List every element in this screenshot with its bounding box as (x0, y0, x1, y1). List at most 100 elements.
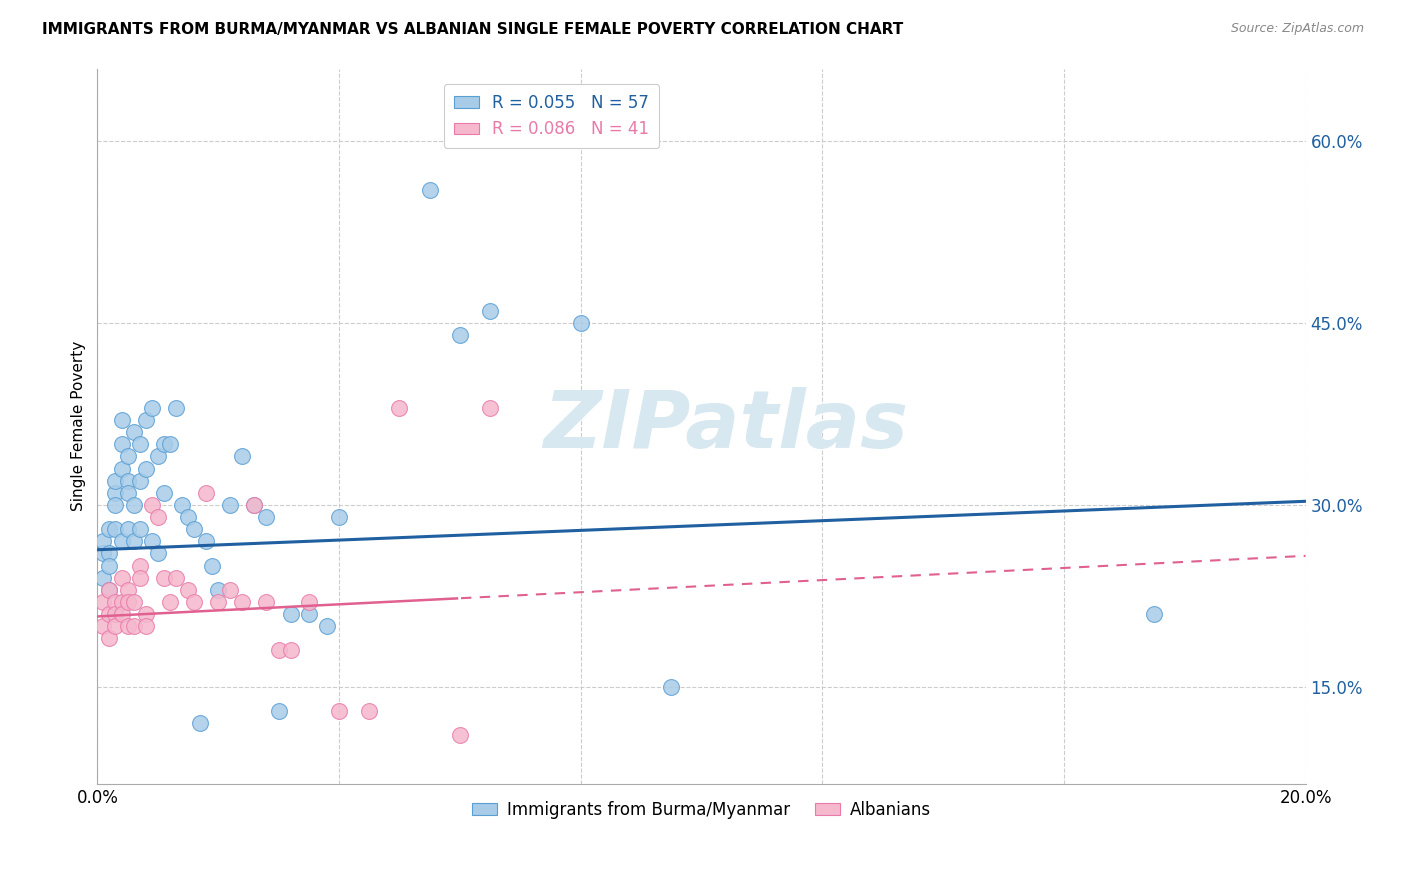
Point (165, 401, 187, 415)
Point (256, 510, 278, 524)
Point (449, 728, 471, 742)
Point (98, 632, 121, 646)
Legend: Immigrants from Burma/Myanmar, Albanians: Immigrants from Burma/Myanmar, Albanians (465, 794, 938, 825)
Point (128, 522, 150, 536)
Point (207, 595, 229, 609)
Point (298, 595, 321, 609)
Point (153, 571, 176, 585)
Text: ZIPatlas: ZIPatlas (543, 387, 908, 465)
Point (141, 401, 163, 415)
Point (280, 643, 302, 657)
Point (243, 498, 266, 512)
Point (359, 704, 381, 718)
Point (177, 582, 200, 597)
Point (110, 607, 132, 621)
Point (419, 183, 441, 197)
Point (135, 619, 157, 633)
Text: Source: ZipAtlas.com: Source: ZipAtlas.com (1230, 22, 1364, 36)
Point (98, 607, 121, 621)
Point (117, 582, 139, 597)
Point (104, 522, 127, 536)
Point (328, 704, 350, 718)
Point (122, 498, 145, 512)
Point (479, 304, 502, 318)
Point (110, 437, 132, 451)
Point (165, 571, 187, 585)
Point (298, 607, 321, 621)
Point (122, 595, 145, 609)
Point (146, 450, 169, 464)
Point (128, 571, 150, 585)
Point (231, 595, 253, 609)
Point (104, 619, 127, 633)
Y-axis label: Single Female Poverty: Single Female Poverty (72, 341, 86, 511)
Point (122, 534, 145, 549)
Point (146, 546, 169, 560)
Point (1143, 607, 1166, 621)
Point (110, 413, 132, 427)
Point (243, 498, 266, 512)
Point (117, 595, 139, 609)
Point (195, 485, 218, 500)
Point (183, 595, 205, 609)
Point (201, 558, 224, 573)
Point (183, 522, 205, 536)
Point (93, 534, 115, 549)
Point (135, 461, 157, 475)
Point (117, 522, 139, 536)
Point (98, 558, 121, 573)
Point (267, 643, 290, 657)
Point (128, 558, 150, 573)
Point (207, 582, 229, 597)
Point (316, 619, 339, 633)
Point (569, 316, 592, 330)
Point (128, 437, 150, 451)
Point (128, 474, 150, 488)
Point (280, 607, 302, 621)
Point (117, 485, 139, 500)
Point (231, 450, 253, 464)
Point (104, 498, 127, 512)
Point (93, 571, 115, 585)
Point (93, 595, 115, 609)
Point (98, 546, 121, 560)
Point (135, 413, 157, 427)
Point (104, 474, 127, 488)
Point (170, 498, 193, 512)
Point (328, 510, 350, 524)
Point (117, 619, 139, 633)
Point (141, 498, 163, 512)
Point (159, 595, 181, 609)
Point (110, 461, 132, 475)
Point (479, 401, 502, 415)
Point (98, 582, 121, 597)
Point (267, 704, 290, 718)
Point (122, 425, 145, 440)
Point (146, 510, 169, 524)
Point (104, 485, 127, 500)
Point (219, 582, 242, 597)
Point (104, 607, 127, 621)
Point (98, 522, 121, 536)
Point (93, 546, 115, 560)
Point (659, 680, 682, 694)
Point (388, 401, 411, 415)
Point (141, 534, 163, 549)
Point (153, 485, 176, 500)
Point (219, 498, 242, 512)
Point (93, 619, 115, 633)
Point (195, 534, 218, 549)
Point (177, 510, 200, 524)
Point (159, 437, 181, 451)
Point (256, 595, 278, 609)
Point (449, 328, 471, 343)
Point (135, 607, 157, 621)
Text: IMMIGRANTS FROM BURMA/MYANMAR VS ALBANIAN SINGLE FEMALE POVERTY CORRELATION CHAR: IMMIGRANTS FROM BURMA/MYANMAR VS ALBANIA… (42, 22, 904, 37)
Point (104, 595, 127, 609)
Point (117, 450, 139, 464)
Point (110, 534, 132, 549)
Point (188, 716, 211, 731)
Point (117, 474, 139, 488)
Point (122, 619, 145, 633)
Point (110, 571, 132, 585)
